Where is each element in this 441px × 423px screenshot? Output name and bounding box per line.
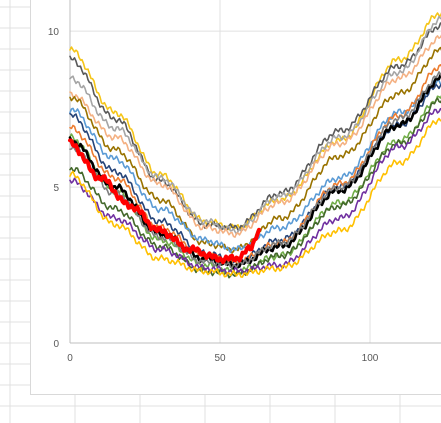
y-tick-label: 0	[53, 339, 59, 350]
x-tick-label: 100	[362, 353, 379, 364]
series-line-3	[69, 15, 441, 235]
series-line-14	[69, 117, 441, 278]
chart-area[interactable]	[30, 0, 441, 395]
plot-axes	[69, 0, 441, 344]
y-tick-label: 5	[53, 183, 59, 194]
plot-gridlines	[70, 0, 441, 343]
series-line-4	[69, 34, 441, 238]
series-line-12	[69, 97, 441, 279]
x-tick-label: 50	[214, 353, 226, 364]
series-line-13	[69, 107, 441, 276]
x-tick-label: 0	[67, 353, 73, 364]
tick-labels: 0 50 100 0 5 10	[48, 27, 379, 364]
series-layer	[68, 12, 441, 279]
y-tick-label: 10	[48, 27, 60, 38]
series-line-15	[68, 138, 261, 265]
series-line-10	[68, 73, 441, 270]
series-line-6	[69, 79, 441, 254]
